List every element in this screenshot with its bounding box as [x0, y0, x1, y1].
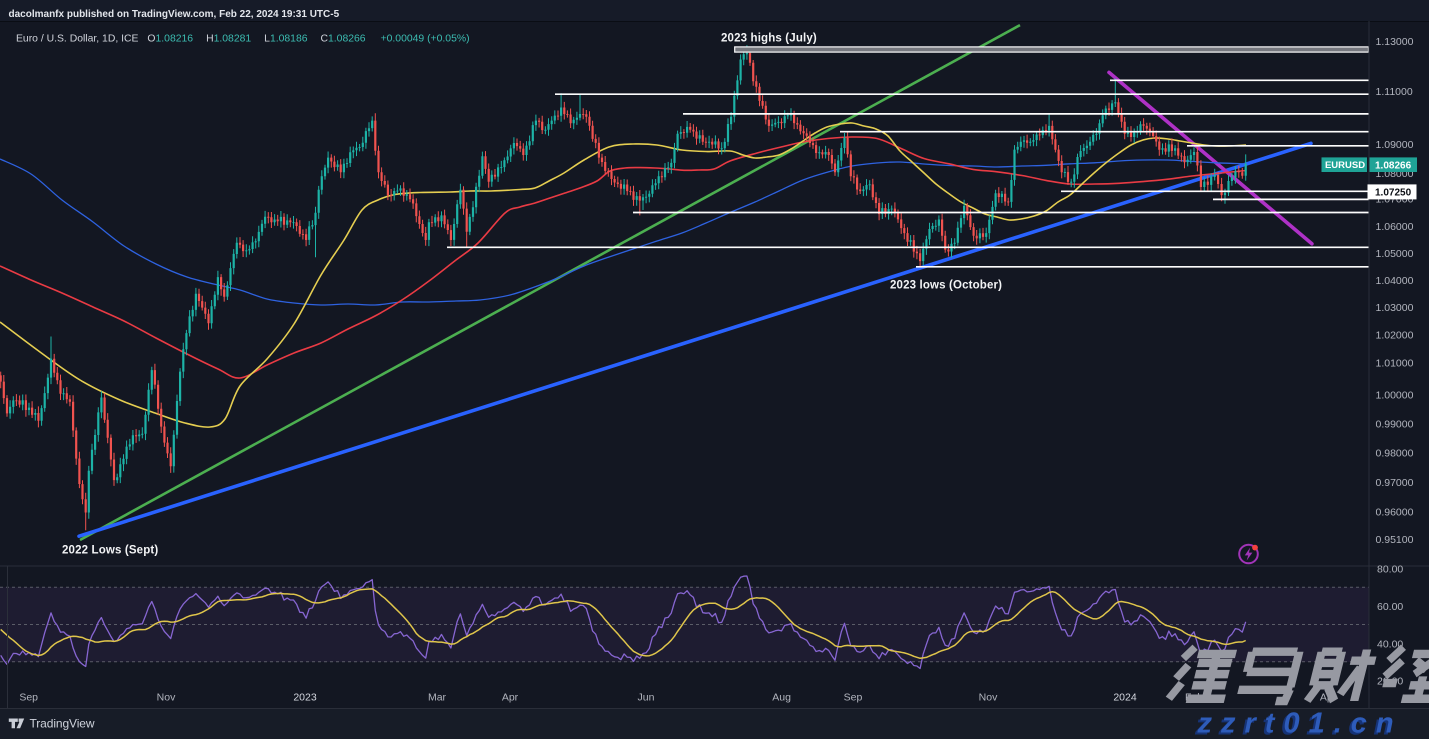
- svg-text:2023: 2023: [293, 692, 317, 704]
- svg-text:1.13000: 1.13000: [1376, 36, 1414, 48]
- svg-text:Nov: Nov: [157, 692, 176, 704]
- svg-text:1.05000: 1.05000: [1376, 248, 1414, 260]
- svg-text:Sep: Sep: [19, 692, 38, 704]
- svg-text:zzrt01.cn: zzrt01.cn: [1194, 710, 1400, 739]
- svg-text:Sep: Sep: [844, 692, 863, 704]
- svg-text:TradingView: TradingView: [30, 717, 95, 731]
- svg-text:Aug: Aug: [772, 692, 791, 704]
- svg-text:40.00: 40.00: [1377, 639, 1403, 651]
- svg-text:60.00: 60.00: [1377, 601, 1403, 613]
- svg-text:2024: 2024: [1113, 692, 1137, 704]
- svg-text:EURUSD: EURUSD: [1325, 160, 1365, 171]
- svg-text:0.99000: 0.99000: [1376, 418, 1414, 430]
- svg-text:zzrt01.cn: zzrt01.cn: [1197, 708, 1403, 739]
- svg-text:0.96000: 0.96000: [1376, 506, 1414, 518]
- svg-text:Nov: Nov: [979, 692, 998, 704]
- svg-text:1.00000: 1.00000: [1376, 390, 1414, 402]
- svg-text:1.03000: 1.03000: [1376, 302, 1414, 314]
- svg-text:0.97000: 0.97000: [1376, 477, 1414, 489]
- svg-text:1.06000: 1.06000: [1376, 221, 1414, 233]
- svg-text:1.02000: 1.02000: [1376, 330, 1414, 342]
- svg-text:0.98000: 0.98000: [1376, 447, 1414, 459]
- svg-text:1.07250: 1.07250: [1375, 188, 1412, 199]
- svg-text:1.04000: 1.04000: [1376, 275, 1414, 287]
- svg-text:1.08266: 1.08266: [1375, 160, 1412, 171]
- svg-text:80.00: 80.00: [1377, 564, 1403, 576]
- svg-text:1.01000: 1.01000: [1376, 357, 1414, 369]
- svg-text:1.09000: 1.09000: [1376, 139, 1414, 151]
- svg-text:1.11000: 1.11000: [1376, 86, 1413, 98]
- svg-text:2023 lows (October): 2023 lows (October): [890, 280, 1002, 292]
- svg-text:2022 Lows (Sept): 2022 Lows (Sept): [62, 545, 158, 557]
- svg-text:Mar: Mar: [428, 692, 447, 704]
- svg-text:dacolmanfx published on Tradin: dacolmanfx published on TradingView.com,…: [9, 9, 340, 20]
- svg-text:0.95100: 0.95100: [1376, 534, 1414, 546]
- svg-text:Jun: Jun: [638, 692, 655, 704]
- svg-text:2023 highs (July): 2023 highs (July): [721, 33, 817, 45]
- svg-text:Apr: Apr: [502, 692, 519, 704]
